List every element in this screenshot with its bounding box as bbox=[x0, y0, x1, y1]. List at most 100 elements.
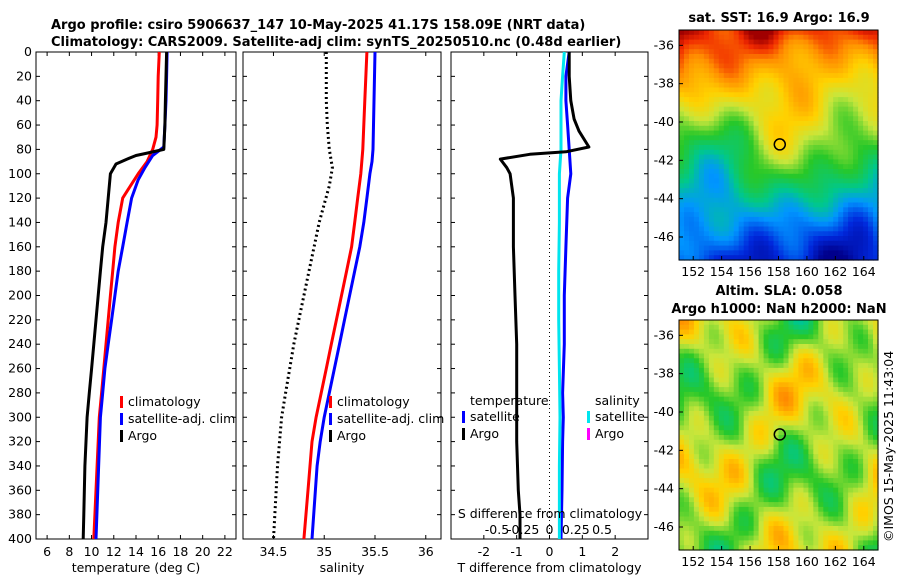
heatmap-cell bbox=[843, 492, 849, 498]
heatmap-cell bbox=[873, 435, 879, 441]
heatmap-cell bbox=[833, 430, 839, 436]
heatmap-cell bbox=[843, 111, 849, 117]
heatmap-cell bbox=[828, 164, 834, 170]
heatmap-cell bbox=[698, 478, 705, 484]
heatmap-cell bbox=[798, 334, 804, 340]
heatmap-cell bbox=[863, 159, 869, 165]
heatmap-cell bbox=[703, 178, 710, 184]
heatmap-cell bbox=[743, 116, 750, 122]
heatmap-cell bbox=[808, 111, 814, 117]
heatmap-cell bbox=[783, 348, 790, 355]
heatmap-cell bbox=[679, 540, 685, 546]
heatmap-cell bbox=[693, 63, 700, 69]
heatmap-cell bbox=[818, 454, 824, 460]
heatmap-cell bbox=[748, 188, 755, 194]
heatmap-cell bbox=[863, 382, 869, 388]
x-tick-label: 0 bbox=[546, 544, 554, 559]
heatmap-cell bbox=[703, 121, 710, 127]
heatmap-cell bbox=[863, 473, 869, 479]
heatmap-cell bbox=[703, 530, 710, 537]
heatmap-cell bbox=[698, 391, 705, 398]
heatmap-cell bbox=[689, 173, 695, 180]
heatmap-cell bbox=[723, 87, 730, 93]
heatmap-cell bbox=[728, 530, 735, 537]
heatmap-cell bbox=[773, 545, 780, 551]
heatmap-cell bbox=[698, 473, 705, 479]
heatmap-cell bbox=[684, 159, 690, 165]
heatmap-cell bbox=[718, 73, 725, 79]
heatmap-cell bbox=[698, 344, 705, 350]
heatmap-cell bbox=[858, 63, 864, 69]
heatmap-cell bbox=[773, 154, 780, 160]
heatmap-cell bbox=[783, 516, 790, 522]
heatmap-cell bbox=[848, 101, 854, 108]
heatmap-cell bbox=[873, 425, 879, 431]
heatmap-cell bbox=[833, 415, 839, 422]
heatmap-cell bbox=[868, 39, 874, 45]
heatmap-cell bbox=[703, 77, 710, 84]
heatmap-cell bbox=[743, 212, 750, 218]
heatmap-cell bbox=[798, 353, 804, 359]
heatmap-cell bbox=[843, 382, 849, 388]
heatmap-cell bbox=[703, 396, 710, 403]
heatmap-cell bbox=[813, 240, 819, 247]
heatmap-cell bbox=[863, 216, 869, 223]
heatmap-cell bbox=[718, 348, 725, 355]
heatmap-cell bbox=[838, 449, 844, 455]
heatmap-cell bbox=[788, 154, 795, 160]
heatmap-cell bbox=[718, 250, 725, 256]
heatmap-cell bbox=[763, 468, 770, 474]
heatmap-cell bbox=[773, 116, 780, 122]
heatmap-cell bbox=[689, 216, 695, 223]
heatmap-cell bbox=[873, 324, 879, 331]
heatmap-cell bbox=[708, 240, 715, 247]
heatmap-cell bbox=[773, 173, 780, 180]
heatmap-cell bbox=[713, 39, 720, 45]
heatmap-cell bbox=[858, 348, 864, 355]
heatmap-cell bbox=[738, 329, 745, 335]
heatmap-cell bbox=[728, 202, 735, 208]
heatmap-cell bbox=[768, 497, 775, 503]
heatmap-cell bbox=[858, 140, 864, 146]
heatmap-cell bbox=[848, 221, 854, 228]
heatmap-cell bbox=[793, 473, 799, 479]
heatmap-cell bbox=[733, 521, 740, 527]
heatmap-cell bbox=[828, 348, 834, 355]
legend-label: satellite bbox=[470, 409, 520, 424]
heatmap-cell bbox=[843, 169, 849, 175]
heatmap-cell bbox=[813, 192, 819, 199]
x-tick-label: 160 bbox=[795, 554, 819, 569]
heatmap-cell bbox=[848, 44, 854, 50]
heatmap-cell bbox=[798, 39, 804, 45]
heatmap-cell bbox=[868, 245, 874, 251]
heatmap-cell bbox=[718, 478, 725, 484]
heatmap-cell bbox=[693, 188, 700, 194]
heatmap-cell bbox=[848, 329, 854, 335]
heatmap-cell bbox=[828, 212, 834, 218]
heatmap-cell bbox=[728, 406, 735, 412]
heatmap-cell bbox=[768, 535, 775, 541]
heatmap-cell bbox=[753, 92, 760, 98]
heatmap-cell bbox=[748, 130, 755, 136]
heatmap-cell bbox=[858, 449, 864, 455]
heatmap-cell bbox=[868, 320, 874, 326]
heatmap-cell bbox=[733, 435, 740, 441]
heatmap-cell bbox=[793, 454, 799, 460]
heatmap-cell bbox=[684, 535, 690, 541]
heatmap-cell bbox=[778, 54, 785, 60]
heatmap-cell bbox=[868, 406, 874, 412]
heatmap-cell bbox=[713, 334, 720, 340]
heatmap-cell bbox=[783, 202, 790, 208]
heatmap-cell bbox=[818, 372, 824, 379]
heatmap-cell bbox=[818, 54, 824, 60]
heatmap-cell bbox=[753, 473, 760, 479]
heatmap-cell bbox=[773, 106, 780, 113]
heatmap-cell bbox=[748, 324, 755, 331]
heatmap-cell bbox=[793, 487, 799, 494]
heatmap-cell bbox=[838, 236, 844, 242]
heatmap-cell bbox=[693, 49, 700, 55]
heatmap-cell bbox=[753, 540, 760, 546]
heatmap-cell bbox=[848, 530, 854, 537]
heatmap-cell bbox=[803, 97, 809, 103]
heatmap-cell bbox=[713, 377, 720, 383]
